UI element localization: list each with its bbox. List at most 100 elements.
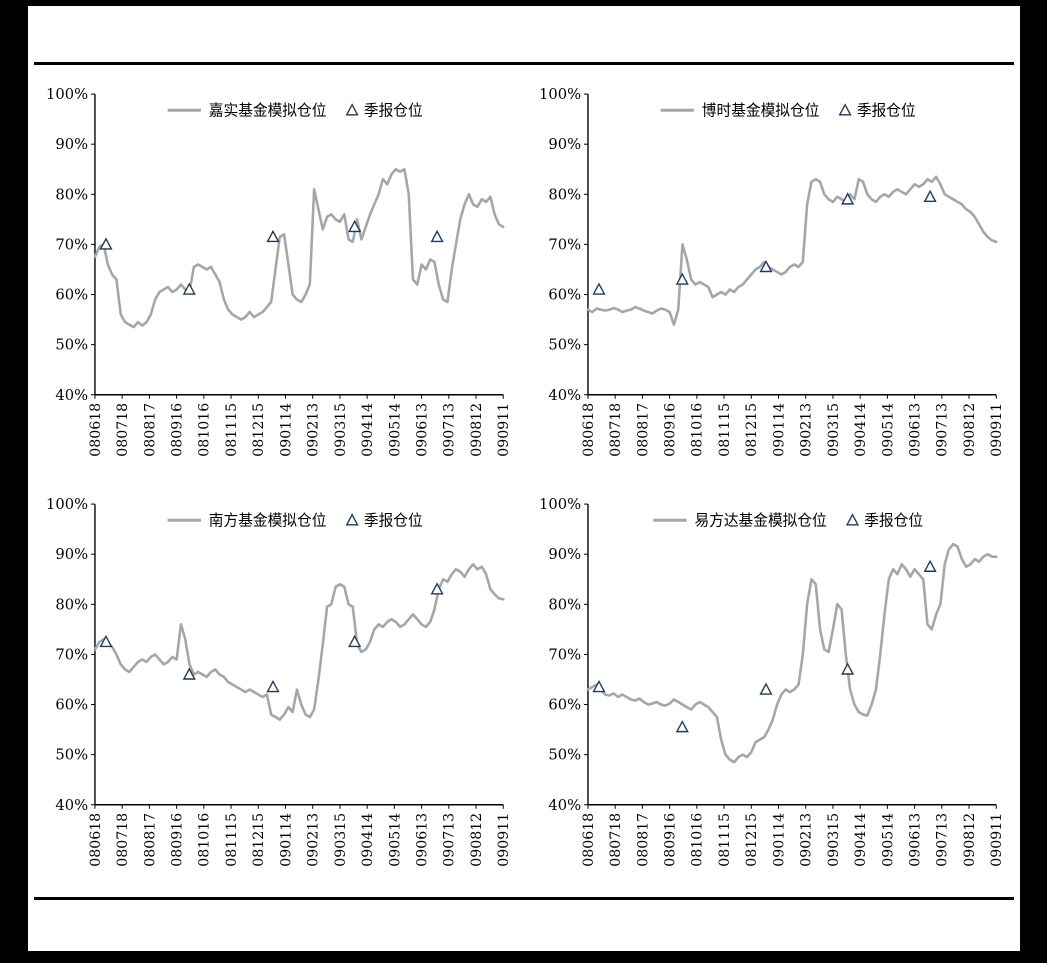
y-tick-label: 50% [548, 745, 581, 763]
y-tick-label: 40% [55, 386, 88, 404]
quarterly-marker [841, 192, 855, 205]
x-tick-label: 080916 [170, 812, 186, 866]
x-tick-label: 081115 [717, 812, 733, 866]
x-tick-label: 090812 [962, 812, 978, 866]
quarterly-marker [182, 666, 196, 680]
y-tick-label: 90% [55, 545, 88, 563]
y-tick-label: 50% [55, 745, 88, 763]
legend-marker-label: 季报仓位 [857, 101, 916, 119]
x-tick-label: 090713 [442, 403, 458, 457]
x-tick-label: 090713 [935, 812, 951, 866]
x-tick-label: 090315 [826, 403, 842, 457]
x-tick-label: 080718 [608, 403, 624, 457]
x-tick-label: 081115 [717, 403, 733, 457]
x-tick-label: 090713 [442, 812, 458, 866]
y-tick-label: 60% [55, 285, 88, 303]
legend-marker-label: 季报仓位 [364, 511, 423, 529]
x-tick-label: 090114 [279, 403, 295, 457]
x-tick-label: 090812 [962, 403, 978, 457]
x-tick-label: 080618 [581, 812, 597, 866]
quarterly-marker [592, 679, 606, 692]
x-tick-label: 090213 [306, 812, 322, 866]
x-tick-label: 080718 [115, 812, 131, 866]
x-tick-label: 090114 [772, 403, 788, 457]
x-tick-label: 080618 [581, 403, 597, 457]
y-tick-label: 50% [55, 335, 88, 353]
x-tick-label: 081115 [224, 812, 240, 866]
chart-panel-harvest-fund: 100% 90% 80% 70% 60% 50% 40% 080618 080718 080817… [40, 84, 517, 480]
quarterly-marker [923, 189, 937, 203]
x-tick-label: 090114 [279, 812, 295, 866]
x-tick-label: 081016 [197, 812, 213, 866]
x-tick-label: 081016 [690, 403, 706, 457]
y-tick-label: 80% [55, 595, 88, 613]
document-page: 100% 90% 80% 70% 60% 50% 40% 080618 080718 080817… [28, 6, 1020, 951]
y-tick-label: 90% [548, 135, 581, 153]
x-tick-label: 081016 [690, 812, 706, 866]
position-line [93, 167, 505, 329]
y-tick-label: 100% [46, 494, 88, 512]
quarterly-marker [675, 719, 689, 732]
legend-line-label: 易方达基金模拟仓位 [694, 511, 826, 529]
y-tick-label: 60% [548, 285, 581, 303]
x-tick-label: 080916 [170, 403, 186, 457]
y-tick-label: 80% [548, 595, 581, 613]
legend-marker-sample [845, 512, 860, 525]
x-tick-label: 090213 [799, 812, 815, 866]
legend-marker-sample [838, 103, 852, 116]
x-tick-label: 080817 [635, 812, 651, 866]
y-tick-label: 70% [55, 235, 88, 253]
y-tick-label: 100% [46, 85, 88, 103]
x-tick-label: 081215 [251, 812, 267, 866]
x-tick-label: 090213 [799, 403, 815, 457]
chart-panel-efund: 100% 90% 80% 70% 60% 50% 40% 080618 080718 080817… [533, 493, 1010, 889]
legend-marker-label: 季报仓位 [364, 101, 423, 119]
quarterly-marker [430, 581, 444, 595]
y-tick-label: 70% [548, 235, 581, 253]
y-tick-label: 50% [548, 335, 581, 353]
legend-marker-label: 季报仓位 [864, 511, 923, 529]
y-tick-label: 70% [55, 645, 88, 663]
bottom-rule [34, 897, 1014, 900]
position-line [586, 175, 998, 326]
quarterly-marker [99, 634, 113, 647]
x-tick-label: 080916 [663, 812, 679, 866]
position-line [93, 562, 505, 721]
quarterly-marker [266, 229, 280, 243]
quarterly-marker [923, 559, 937, 572]
legend-line-label: 嘉实基金模拟仓位 [209, 101, 327, 119]
y-tick-label: 100% [539, 85, 581, 103]
charts-grid: 100% 90% 80% 70% 60% 50% 40% 080618 080718 080817… [40, 84, 1010, 889]
x-tick-label: 080817 [142, 403, 158, 457]
y-tick-label: 100% [539, 494, 581, 512]
x-tick-label: 090911 [989, 403, 1005, 457]
quarterly-marker [675, 272, 689, 285]
y-tick-label: 60% [55, 695, 88, 713]
x-tick-label: 081215 [744, 812, 760, 866]
chart-panel-southern-fund: 100% 90% 80% 70% 60% 50% 40% 080618 080718 080817… [40, 493, 517, 889]
x-tick-label: 080916 [663, 403, 679, 457]
quarterly-marker [759, 681, 773, 695]
x-tick-label: 081215 [251, 403, 267, 457]
quarterly-marker [348, 219, 362, 233]
x-tick-label: 090414 [360, 812, 376, 866]
y-tick-label: 40% [548, 795, 581, 813]
x-tick-label: 080618 [88, 812, 104, 866]
legend-line-label: 南方基金模拟仓位 [209, 511, 327, 529]
quarterly-marker [430, 229, 444, 243]
x-tick-label: 081115 [224, 403, 240, 457]
x-tick-label: 090315 [826, 812, 842, 866]
chart-southern-fund-position: 100% 90% 80% 70% 60% 50% 40%080618 080718 080817… [46, 494, 512, 866]
x-tick-label: 090315 [333, 812, 349, 866]
y-tick-label: 80% [548, 185, 581, 203]
chart-panel-bosera-fund: 100% 90% 80% 70% 60% 50% 40% 080618 080718 080817… [533, 84, 1010, 480]
top-rule [34, 62, 1014, 65]
x-tick-label: 090514 [880, 403, 896, 457]
legend-marker-sample [345, 512, 359, 525]
x-tick-label: 090713 [935, 403, 951, 457]
quarterly-marker [348, 634, 362, 647]
quarterly-marker [266, 679, 280, 692]
y-tick-label: 80% [55, 185, 88, 203]
y-tick-label: 40% [55, 795, 88, 813]
legend-line-label: 博时基金模拟仓位 [702, 101, 820, 119]
